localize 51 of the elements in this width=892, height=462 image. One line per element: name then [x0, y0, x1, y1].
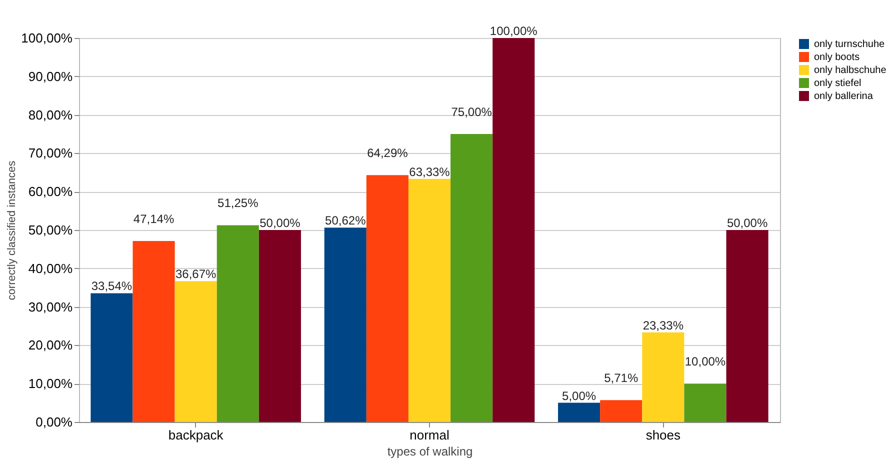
bar — [726, 230, 768, 422]
y-tick-label: 90,00% — [28, 68, 73, 84]
y-tick-label: 50,00% — [28, 222, 73, 238]
legend-label: only stiefel — [814, 78, 862, 89]
bar — [90, 293, 133, 422]
x-tick-label: shoes — [646, 428, 682, 442]
data-label: 100,00% — [490, 24, 538, 38]
legend-label: only turnschuhe — [814, 39, 886, 50]
x-tick-label: normal — [410, 428, 450, 442]
data-label: 50,00% — [726, 216, 768, 230]
data-label: 33,54% — [91, 279, 132, 294]
bar — [642, 332, 684, 422]
data-label: 5,00% — [562, 388, 596, 403]
y-axis-title: correctly classified instances — [6, 160, 18, 300]
data-label: 50,62% — [325, 214, 366, 228]
bar — [600, 400, 642, 422]
y-tick-label: 10,00% — [28, 376, 73, 392]
bar — [366, 175, 408, 422]
y-tick-label: 60,00% — [28, 184, 73, 200]
y-tick-label: 100,00% — [21, 30, 73, 46]
data-label: 64,29% — [367, 146, 408, 160]
data-label: 23,33% — [642, 318, 684, 332]
legend-label: only halbschuhe — [814, 65, 887, 76]
bar — [132, 240, 175, 422]
bar — [216, 225, 259, 422]
bar — [558, 402, 600, 422]
data-label: 36,67% — [175, 267, 217, 282]
y-tick-label: 40,00% — [28, 260, 73, 276]
x-tick-label: backpack — [168, 428, 224, 442]
y-tick-label: 80,00% — [28, 107, 73, 122]
data-label: 5,71% — [604, 371, 638, 386]
bar — [174, 281, 217, 422]
legend-label: only ballerina — [814, 91, 874, 102]
data-label: 47,14% — [133, 212, 174, 226]
legend-label: only boots — [814, 52, 860, 63]
y-tick-label: 70,00% — [28, 146, 73, 161]
y-tick-label: 20,00% — [28, 338, 73, 353]
bar — [492, 38, 535, 422]
y-tick-label: 30,00% — [28, 299, 73, 314]
bar — [258, 230, 301, 422]
bar — [408, 178, 451, 422]
bar — [324, 228, 366, 422]
bar — [450, 134, 493, 422]
data-label: 50,00% — [260, 216, 301, 230]
bar — [684, 384, 726, 422]
data-label: 63,33% — [409, 164, 450, 179]
y-tick-label: 0,00% — [36, 414, 73, 430]
x-axis-title: types of walking — [387, 444, 473, 458]
data-label: 51,25% — [218, 196, 259, 210]
data-label: 75,00% — [451, 105, 492, 119]
data-label: 10,00% — [684, 354, 726, 369]
